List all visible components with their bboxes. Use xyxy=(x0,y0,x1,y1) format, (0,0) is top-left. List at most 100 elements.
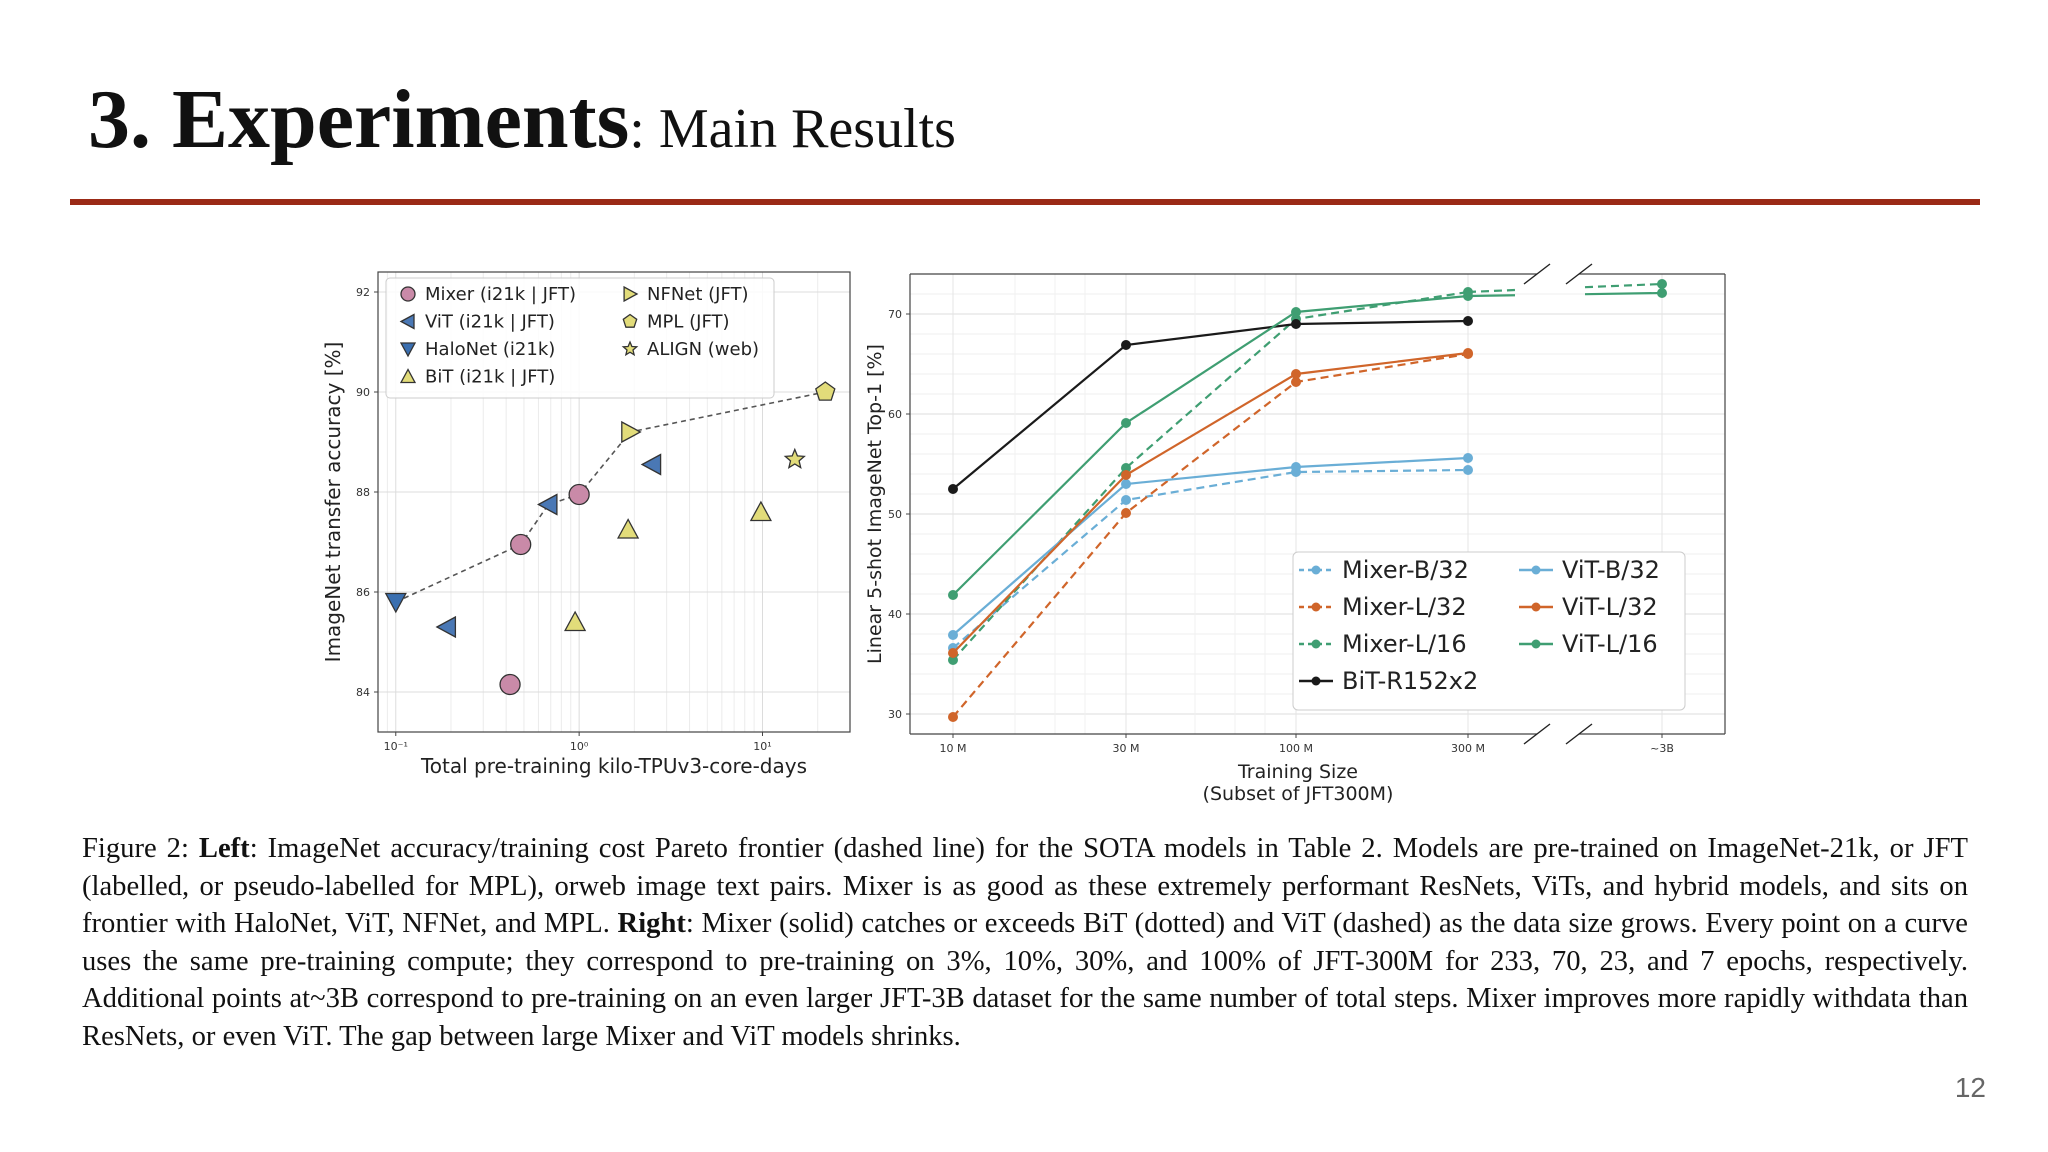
point-halonet-i21k xyxy=(384,592,407,614)
y-tick-label: 84 xyxy=(356,686,370,699)
legend-label-mpl-jft: MPL (JFT) xyxy=(647,312,730,333)
point-mixer-l-16 xyxy=(1657,279,1667,289)
point-vit-l-16 xyxy=(948,590,958,600)
legend-label-vit-i21k-jft: ViT (i21k | JFT) xyxy=(425,312,555,333)
legend-marker-mpl-jft xyxy=(622,313,638,328)
line-segment-vit-l-16 xyxy=(1584,291,1663,296)
point-bit-r152x2 xyxy=(948,484,958,494)
legend-marker-bit-i21k-jft xyxy=(399,368,417,384)
x-tick-label: 300 M xyxy=(1451,742,1485,755)
point-vit-b-32 xyxy=(948,630,958,640)
caption-right-text: : Mixer (solid) catches or exceeds BiT (… xyxy=(82,908,1968,1052)
legend-label-mixer-i21k-jft: Mixer (i21k | JFT) xyxy=(425,284,576,305)
legend-marker-halonet-i21k xyxy=(399,342,417,358)
line-vit-l-16 xyxy=(952,294,1469,596)
point-vit-l-32 xyxy=(948,648,958,658)
line-segment-mixer-l-16 xyxy=(1584,282,1663,289)
line-bit-r152x2 xyxy=(952,319,1469,490)
line-vit-b-32 xyxy=(952,456,1469,636)
y-tick-label: 50 xyxy=(888,508,902,521)
legend-label-mixer-l-16: Mixer-L/16 xyxy=(1342,630,1467,658)
left-legend: Mixer (i21k | JFT) ViT (i21k | JFT) HaloNe… xyxy=(385,277,775,399)
legend-marker-mixer-l-32 xyxy=(1311,602,1321,612)
point-bit-i21k-jft xyxy=(617,518,640,539)
point-bit-i21k-jft xyxy=(564,610,587,632)
point-vit-b-32 xyxy=(1463,453,1473,463)
legend-marker-vit-l-16 xyxy=(1531,639,1541,649)
point-mixer-l-16 xyxy=(1121,463,1131,473)
axis-break-mark xyxy=(1523,723,1551,745)
legend-label-bit-i21k-jft: BiT (i21k | JFT) xyxy=(425,367,555,388)
y-tick-label: 86 xyxy=(356,586,370,599)
line-mixer-l-16 xyxy=(952,290,1469,661)
x-tick-label: 10¹ xyxy=(753,740,771,753)
y-tick-label: 90 xyxy=(356,386,370,399)
axis-break-mark xyxy=(1565,263,1593,285)
point-bit-r152x2 xyxy=(1121,340,1131,350)
point-mixer-b-32 xyxy=(1463,465,1473,475)
point-bit-r152x2 xyxy=(1463,316,1473,326)
legend-label-mixer-b-32: Mixer-B/32 xyxy=(1342,556,1469,584)
legend-marker-align-web xyxy=(621,340,639,357)
training-size-line-chart: 30 40 50 60 70 10 M 30 M 100 M 300 M ~3B Training … xyxy=(864,263,1726,805)
point-mixer-l-16 xyxy=(948,655,958,665)
point-bit-r152x2 xyxy=(1291,319,1301,329)
title-divider xyxy=(70,199,1980,205)
point-mixer-i21k-jft xyxy=(499,673,521,696)
point-vit-l-32 xyxy=(1291,369,1301,379)
series-vit-l-16 xyxy=(948,288,1667,600)
y-tick-label: 60 xyxy=(888,408,902,421)
point-mixer-l-32 xyxy=(1291,377,1301,387)
point-nfnet-jft xyxy=(621,420,642,444)
series-bit-r152x2 xyxy=(948,316,1473,494)
point-vit-l-32 xyxy=(1463,348,1473,358)
x-axis-label: Training Size xyxy=(1237,761,1358,783)
legend-label-vit-b-32: ViT-B/32 xyxy=(1562,556,1660,584)
y-axis-label: ImageNet transfer accuracy [%] xyxy=(321,342,345,663)
pareto-frontier-line xyxy=(395,391,826,603)
x-tick-label: 10⁻¹ xyxy=(384,740,408,753)
point-vit-i21k-jft xyxy=(640,453,662,476)
line-mixer-b-32 xyxy=(952,468,1469,649)
caption-left-label: Left xyxy=(198,833,250,864)
point-mixer-b-32 xyxy=(1121,495,1131,505)
line-segment-vit-l-16 xyxy=(1467,294,1516,298)
series-vit-b-32 xyxy=(948,453,1473,640)
plot-frame xyxy=(377,271,851,733)
legend-box xyxy=(385,277,775,399)
line-vit-l-32 xyxy=(952,351,1469,654)
page-number: 12 xyxy=(1954,1072,1986,1103)
y-tick-label: 88 xyxy=(356,486,370,499)
legend-label-halonet-i21k: HaloNet (i21k) xyxy=(425,339,555,360)
legend-marker-vit-i21k-jft xyxy=(399,313,415,330)
point-vit-i21k-jft xyxy=(537,493,558,516)
point-mixer-i21k-jft xyxy=(510,533,532,556)
y-tick-label: 70 xyxy=(888,308,902,321)
legend-marker-vit-b-32 xyxy=(1531,565,1541,575)
x-axis-label: Total pre-training kilo-TPUv3-core-days xyxy=(420,754,807,778)
title-main: 3. Experiments xyxy=(88,73,630,166)
point-mixer-i21k-jft xyxy=(568,483,590,506)
point-vit-l-16 xyxy=(1463,291,1473,301)
right-legend: Mixer-B/32 Mixer-L/32 Mixer-L/16 BiT-R152x2… xyxy=(1292,551,1686,711)
y-tick-label: 30 xyxy=(888,708,902,721)
legend-marker-vit-l-32 xyxy=(1531,602,1541,612)
axis-break-mark xyxy=(1565,723,1593,745)
point-vit-l-16 xyxy=(1121,418,1131,428)
point-vit-b-32 xyxy=(1291,462,1301,472)
legend-marker-mixer-b-32 xyxy=(1311,565,1321,575)
point-mpl-jft xyxy=(815,381,836,401)
legend-label-mixer-l-32: Mixer-L/32 xyxy=(1342,593,1467,621)
legend-box xyxy=(1292,551,1686,711)
x-tick-label: ~3B xyxy=(1650,742,1674,755)
y-tick-label: 92 xyxy=(356,286,370,299)
legend-label-vit-l-16: ViT-L/16 xyxy=(1562,630,1658,658)
point-vit-l-16 xyxy=(1657,288,1667,298)
figure: 84 86 88 90 92 10⁻¹ 10⁰ 10¹ Total pre-training k… xyxy=(320,262,1735,817)
point-mixer-l-32 xyxy=(948,712,958,722)
series-vit-l-32 xyxy=(948,348,1473,658)
point-vit-l-16 xyxy=(1291,307,1301,317)
legend-marker-mixer-i21k-jft xyxy=(400,286,416,302)
point-vit-i21k-jft xyxy=(435,615,457,639)
